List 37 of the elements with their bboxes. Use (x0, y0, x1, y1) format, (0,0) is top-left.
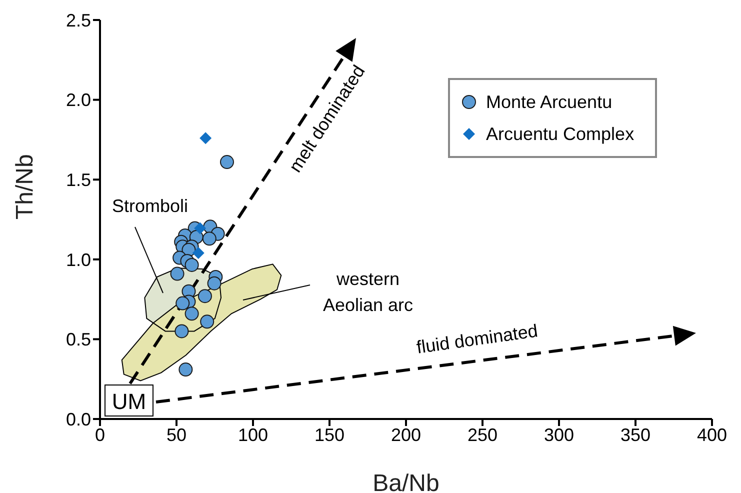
point (194, 222, 206, 234)
x-tick-label: 200 (390, 424, 422, 445)
x-tick-label: 100 (238, 424, 268, 445)
point (174, 324, 189, 338)
x-tick-label: 400 (696, 424, 728, 445)
y-tick-label: 1.0 (66, 250, 91, 270)
point (192, 247, 204, 260)
x-axis-title: Ba/Nb (372, 470, 440, 493)
y-tick-label: 1.5 (66, 170, 91, 190)
text: Stromboli (112, 196, 188, 216)
x-tick-label: 350 (620, 424, 651, 445)
text: western Aeolian arc (322, 269, 414, 315)
y-tick-label: 2.0 (66, 90, 91, 110)
y-tick-label: 0.5 (66, 330, 91, 350)
legend-label: Monte Arcuentu (486, 92, 612, 112)
y-axis-title: Th/Nb (12, 154, 39, 220)
x-tick-label: 0 (94, 424, 106, 445)
point (176, 296, 190, 310)
point (198, 289, 212, 304)
y-tick-label: 0.0 (66, 409, 91, 430)
x-tick-label: 250 (467, 424, 498, 445)
point (170, 266, 184, 281)
point (202, 232, 216, 246)
x-tick-label: 150 (314, 424, 345, 445)
x-tick-label: 300 (544, 424, 574, 445)
point (220, 155, 234, 170)
annotation: UM (112, 389, 146, 414)
point (184, 258, 199, 272)
point (207, 276, 222, 290)
legend-label: Arcuentu Complex (486, 124, 634, 144)
x-tick-label: 50 (166, 424, 187, 445)
point (200, 132, 212, 144)
annotation: fluid dominated (415, 320, 540, 358)
point (178, 362, 193, 377)
point (184, 306, 199, 321)
point (200, 314, 214, 329)
y-tick-label: 2.5 (66, 10, 91, 30)
